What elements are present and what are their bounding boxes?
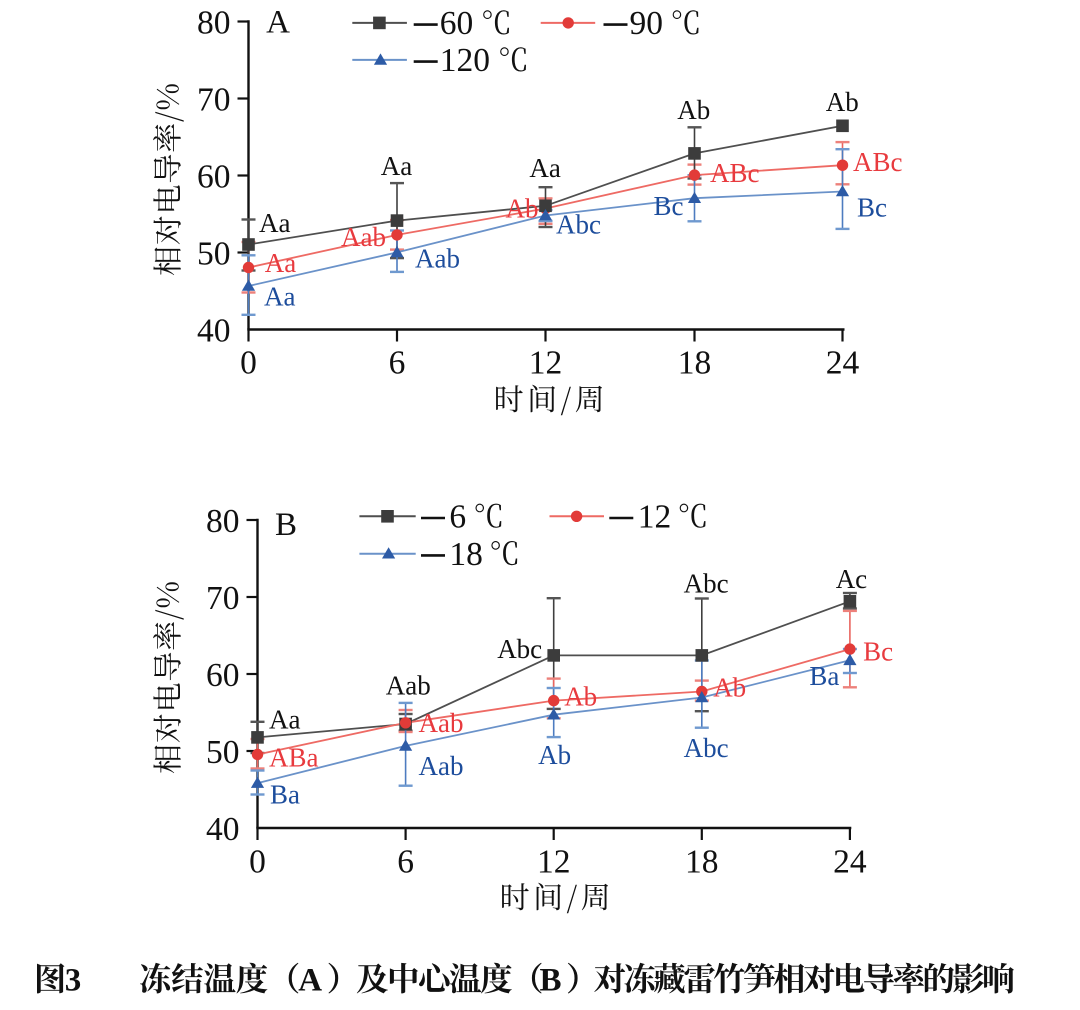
- svg-text:Aa: Aa: [381, 151, 412, 181]
- svg-text:Aa: Aa: [269, 705, 300, 735]
- svg-text:60: 60: [440, 5, 474, 42]
- svg-text:12: 12: [529, 345, 563, 382]
- svg-text:18: 18: [449, 536, 483, 573]
- svg-text:B: B: [540, 963, 562, 999]
- svg-text:60: 60: [206, 657, 240, 694]
- svg-text:12: 12: [537, 843, 571, 880]
- svg-text:70: 70: [197, 82, 231, 119]
- svg-text:90: 90: [630, 5, 664, 42]
- svg-text:18: 18: [685, 843, 719, 880]
- svg-text:Bc: Bc: [863, 637, 893, 667]
- svg-text:Ab: Ab: [677, 95, 710, 125]
- svg-text:Ab: Ab: [538, 740, 571, 770]
- svg-text:Ab: Ab: [564, 682, 597, 712]
- svg-text:3: 3: [65, 963, 82, 999]
- svg-text:Aa: Aa: [264, 282, 295, 312]
- svg-text:Abc: Abc: [684, 569, 729, 599]
- svg-text:Abc: Abc: [497, 634, 542, 664]
- svg-text:Aab: Aab: [415, 244, 460, 274]
- svg-text:6: 6: [389, 345, 406, 382]
- svg-text:Aa: Aa: [259, 208, 290, 238]
- svg-text:Aab: Aab: [341, 222, 386, 252]
- svg-text:Aab: Aab: [419, 751, 464, 781]
- svg-text:40: 40: [197, 313, 231, 350]
- svg-text:6: 6: [449, 498, 466, 535]
- svg-text:50: 50: [197, 236, 231, 273]
- svg-text:60: 60: [197, 159, 231, 196]
- svg-text:Abc: Abc: [556, 210, 601, 240]
- svg-text:24: 24: [833, 843, 867, 880]
- svg-text:ABc: ABc: [710, 158, 760, 188]
- svg-text:80: 80: [197, 5, 231, 42]
- svg-text:6: 6: [397, 843, 414, 880]
- svg-text:80: 80: [206, 503, 240, 540]
- svg-text:Ba: Ba: [809, 661, 839, 691]
- svg-text:Ab: Ab: [826, 87, 859, 117]
- svg-text:A: A: [266, 5, 290, 41]
- svg-text:40: 40: [206, 811, 240, 848]
- svg-text:18: 18: [678, 345, 712, 382]
- svg-text:ABa: ABa: [269, 743, 319, 773]
- svg-text:Ac: Ac: [836, 564, 867, 594]
- svg-text:ABc: ABc: [853, 147, 903, 177]
- svg-text:Bc: Bc: [654, 191, 684, 221]
- svg-text:24: 24: [826, 345, 860, 382]
- svg-text:Ab: Ab: [506, 194, 539, 224]
- svg-text:Bc: Bc: [857, 193, 887, 223]
- svg-text:50: 50: [206, 734, 240, 771]
- svg-text:B: B: [275, 507, 297, 543]
- svg-text:Ba: Ba: [270, 780, 300, 810]
- svg-text:Aa: Aa: [529, 153, 560, 183]
- svg-text:70: 70: [206, 580, 240, 617]
- svg-text:A: A: [298, 963, 322, 999]
- svg-text:0: 0: [240, 345, 257, 382]
- svg-text:Aa: Aa: [265, 248, 296, 278]
- svg-text:Ab: Ab: [713, 673, 746, 703]
- svg-text:Abc: Abc: [684, 733, 729, 763]
- svg-text:0: 0: [249, 843, 266, 880]
- svg-text:Aab: Aab: [386, 671, 431, 701]
- svg-text:12: 12: [638, 498, 672, 535]
- svg-text:120: 120: [440, 42, 490, 79]
- svg-text:Aab: Aab: [419, 708, 464, 738]
